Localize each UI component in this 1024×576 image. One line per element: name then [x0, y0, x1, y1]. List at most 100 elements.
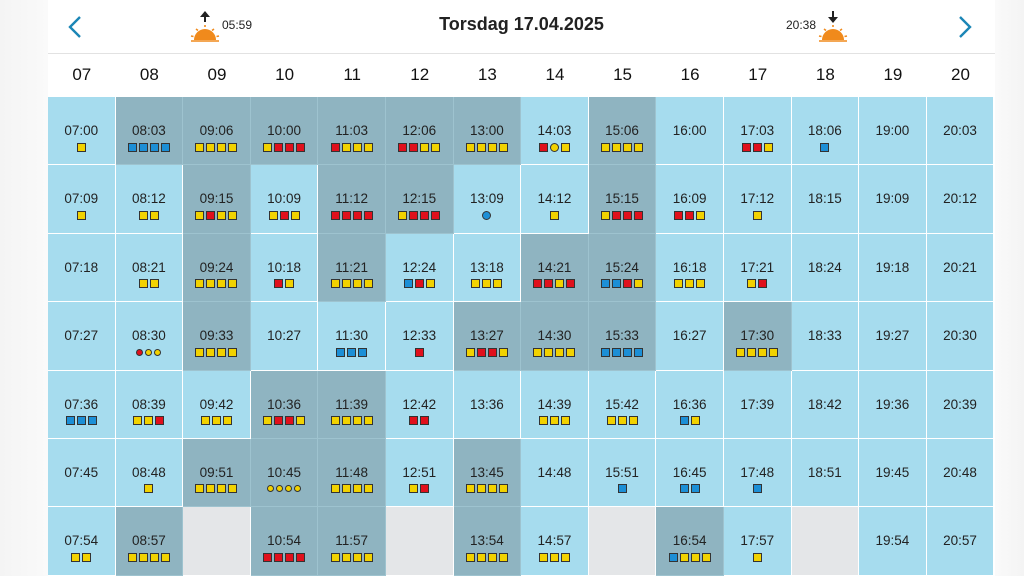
- departure-cell[interactable]: 16:18: [656, 233, 724, 303]
- departure-cell[interactable]: 07:18: [48, 233, 116, 303]
- departure-cell[interactable]: 12:24: [385, 233, 454, 303]
- departure-cell[interactable]: 07:00: [48, 97, 116, 166]
- departure-cell[interactable]: 19:09: [859, 165, 927, 234]
- departure-cell[interactable]: 13:27: [453, 302, 522, 371]
- departure-cell[interactable]: 19:36: [859, 370, 927, 439]
- departure-cell[interactable]: 14:03: [521, 97, 589, 166]
- square-marker-icon: [758, 347, 768, 357]
- departure-cell[interactable]: 14:57: [521, 507, 589, 576]
- departure-cell[interactable]: 19:27: [859, 302, 927, 371]
- departure-cell[interactable]: 08:57: [115, 507, 184, 576]
- departure-cell[interactable]: 15:06: [588, 97, 657, 166]
- departure-cell[interactable]: 15:51: [588, 438, 657, 508]
- departure-cell[interactable]: 11:12: [318, 165, 386, 234]
- departure-cell[interactable]: 08:12: [115, 165, 184, 234]
- departure-cell[interactable]: 08:39: [115, 370, 184, 439]
- departure-cell[interactable]: 20:03: [926, 97, 995, 166]
- departure-cell[interactable]: 09:24: [183, 233, 251, 303]
- departure-cell[interactable]: 11:48: [318, 438, 386, 508]
- departure-cell[interactable]: 13:00: [453, 97, 522, 166]
- departure-cell[interactable]: 11:39: [318, 370, 386, 439]
- departure-cell[interactable]: 13:54: [453, 507, 522, 576]
- departure-cell[interactable]: 15:42: [588, 370, 657, 439]
- departure-cell[interactable]: 16:36: [656, 370, 724, 439]
- departure-cell[interactable]: 20:48: [926, 438, 995, 508]
- departure-cell[interactable]: 16:45: [656, 438, 724, 508]
- departure-cell[interactable]: 12:42: [385, 370, 454, 439]
- capacity-indicators: [76, 142, 86, 152]
- departure-cell[interactable]: 14:30: [521, 302, 589, 371]
- departure-cell[interactable]: 19:54: [859, 507, 927, 576]
- departure-cell[interactable]: 10:54: [250, 507, 319, 576]
- departure-cell[interactable]: 17:39: [723, 370, 792, 439]
- departure-cell[interactable]: 12:51: [385, 438, 454, 508]
- departure-cell[interactable]: 09:51: [183, 438, 251, 508]
- departure-cell[interactable]: 15:24: [588, 233, 657, 303]
- departure-cell[interactable]: 07:45: [48, 438, 116, 508]
- departure-cell[interactable]: 10:45: [250, 438, 319, 508]
- departure-cell[interactable]: 15:33: [588, 302, 657, 371]
- departure-cell[interactable]: 07:36: [48, 370, 116, 439]
- departure-cell[interactable]: 09:42: [183, 370, 251, 439]
- departure-cell[interactable]: 12:33: [385, 302, 454, 371]
- departure-cell[interactable]: 20:57: [926, 507, 995, 576]
- departure-cell[interactable]: 20:21: [926, 233, 995, 303]
- next-day-button[interactable]: [948, 10, 982, 44]
- departure-cell[interactable]: 08:30: [115, 302, 184, 371]
- departure-cell[interactable]: 12:15: [385, 165, 454, 234]
- departure-cell[interactable]: 19:00: [859, 97, 927, 166]
- departure-cell[interactable]: 10:18: [250, 233, 319, 303]
- departure-cell[interactable]: 14:39: [521, 370, 589, 439]
- departure-cell[interactable]: 10:09: [250, 165, 319, 234]
- departure-cell[interactable]: 13:09: [453, 165, 522, 234]
- departure-cell[interactable]: 07:27: [48, 302, 116, 371]
- departure-cell[interactable]: 19:18: [859, 233, 927, 303]
- departure-cell[interactable]: 17:30: [723, 302, 792, 371]
- departure-cell[interactable]: 07:54: [48, 507, 116, 576]
- departure-cell[interactable]: 17:21: [723, 233, 792, 303]
- departure-cell[interactable]: 07:09: [48, 165, 116, 234]
- departure-cell[interactable]: 13:18: [453, 233, 522, 303]
- departure-cell[interactable]: 14:12: [521, 165, 589, 234]
- departure-cell[interactable]: 20:39: [926, 370, 995, 439]
- departure-cell[interactable]: 14:21: [521, 233, 589, 303]
- departure-cell[interactable]: 19:45: [859, 438, 927, 508]
- departure-time: 17:30: [740, 328, 775, 344]
- departure-cell[interactable]: 09:06: [183, 97, 251, 166]
- departure-cell[interactable]: 08:48: [115, 438, 184, 508]
- departure-cell[interactable]: 11:03: [318, 97, 386, 166]
- departure-cell[interactable]: 17:03: [723, 97, 792, 166]
- departure-cell[interactable]: 18:33: [791, 302, 860, 371]
- departure-cell[interactable]: 13:45: [453, 438, 522, 508]
- departure-cell[interactable]: 11:21: [318, 233, 386, 303]
- departure-cell[interactable]: 12:06: [385, 97, 454, 166]
- departure-cell[interactable]: 18:24: [791, 233, 860, 303]
- departure-cell[interactable]: 20:30: [926, 302, 995, 371]
- departure-cell[interactable]: 11:30: [318, 302, 386, 371]
- departure-cell[interactable]: 14:48: [521, 438, 589, 508]
- departure-cell[interactable]: 17:48: [723, 438, 792, 508]
- departure-cell[interactable]: 08:03: [115, 97, 184, 166]
- departure-cell[interactable]: 18:42: [791, 370, 860, 439]
- departure-cell[interactable]: 15:15: [588, 165, 657, 234]
- capacity-indicators: [538, 142, 570, 152]
- departure-cell[interactable]: 18:15: [791, 165, 860, 234]
- departure-cell[interactable]: 13:36: [453, 370, 522, 439]
- departure-cell[interactable]: 18:51: [791, 438, 860, 508]
- departure-cell[interactable]: 16:27: [656, 302, 724, 371]
- departure-cell[interactable]: 16:00: [656, 97, 724, 166]
- departure-cell[interactable]: 20:12: [926, 165, 995, 234]
- departure-cell[interactable]: 09:33: [183, 302, 251, 371]
- departure-cell[interactable]: 18:06: [791, 97, 860, 166]
- departure-cell[interactable]: 11:57: [318, 507, 386, 576]
- departure-cell[interactable]: 16:09: [656, 165, 724, 234]
- departure-cell[interactable]: 10:36: [250, 370, 319, 439]
- previous-day-button[interactable]: [58, 10, 92, 44]
- departure-cell[interactable]: 10:00: [250, 97, 319, 166]
- departure-cell[interactable]: 09:15: [183, 165, 251, 234]
- departure-cell[interactable]: 08:21: [115, 233, 184, 303]
- departure-cell[interactable]: 17:12: [723, 165, 792, 234]
- departure-cell[interactable]: 16:54: [656, 507, 724, 576]
- departure-cell[interactable]: 10:27: [250, 302, 319, 371]
- departure-cell[interactable]: 17:57: [723, 507, 792, 576]
